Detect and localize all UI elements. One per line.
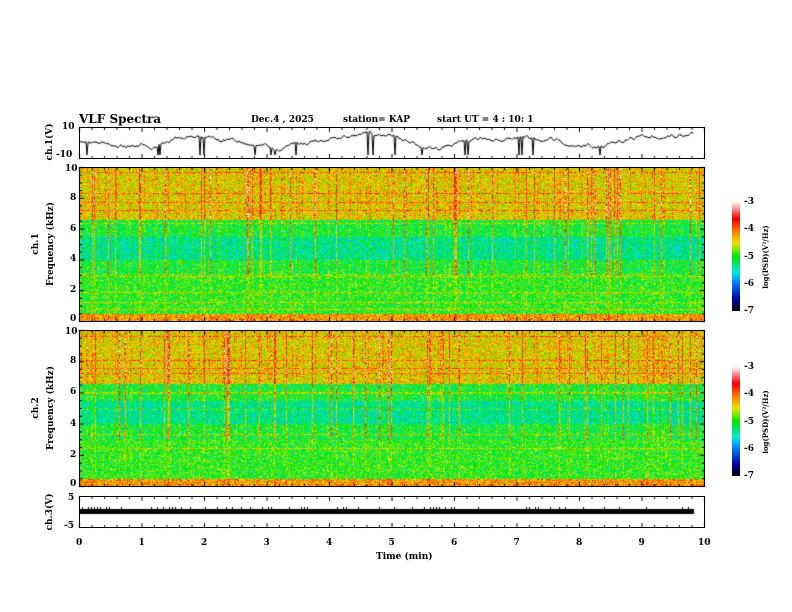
ch3-ytick-top: 5 bbox=[68, 493, 75, 503]
ch1-spectrogram-axes bbox=[79, 167, 705, 322]
ytick-label: 10 bbox=[65, 327, 78, 337]
ch2-spectrogram-axes bbox=[79, 330, 705, 487]
colorbar-tick-label: -4 bbox=[744, 224, 754, 235]
ch1-spectrogram-ch-label: ch.1 bbox=[31, 233, 41, 255]
figure-title: VLF Spectra bbox=[79, 112, 162, 126]
station-label: station= KAP bbox=[343, 115, 411, 125]
ch1-ytick-bottom: -10 bbox=[56, 150, 73, 160]
ch3-ytick-bottom: -5 bbox=[64, 521, 74, 531]
colorbar-tick-label: -3 bbox=[744, 362, 754, 372]
colorbar-tick-label: -5 bbox=[744, 416, 754, 427]
ytick-label: 8 bbox=[70, 356, 77, 367]
ch3-axes bbox=[79, 496, 705, 528]
colorbar-tick-label: -7 bbox=[744, 471, 754, 481]
xtick-label: 0 bbox=[76, 538, 83, 548]
ytick-label: 2 bbox=[70, 449, 77, 460]
ytick-label: 4 bbox=[70, 418, 77, 429]
ch2-colorbar-label: log(PSD)(V²/Hz) bbox=[761, 390, 770, 454]
xtick-label: 7 bbox=[513, 538, 520, 548]
ytick-label: 0 bbox=[70, 479, 77, 489]
ch2-colorbar bbox=[732, 367, 740, 476]
colorbar-tick-label: -3 bbox=[744, 197, 754, 207]
xtick-label: 8 bbox=[576, 538, 583, 548]
xtick-label: 1 bbox=[138, 538, 145, 548]
time-axis-label: Time (min) bbox=[376, 552, 433, 562]
ch3-ylabel: ch.3(V) bbox=[45, 493, 55, 531]
ytick-label: 4 bbox=[70, 254, 77, 265]
ch2-spectrogram-ylabel: Frequency (kHz) bbox=[46, 366, 56, 451]
ch1-axes bbox=[79, 127, 705, 159]
ytick-label: 0 bbox=[70, 314, 77, 324]
ch1-colorbar-label: log(PSD)(V²/Hz) bbox=[761, 225, 770, 289]
date-label: Dec.4 , 2025 bbox=[251, 115, 314, 125]
colorbar-tick-label: -5 bbox=[744, 251, 754, 262]
xtick-label: 3 bbox=[263, 538, 270, 548]
ch1-ylabel: ch.1(V) bbox=[45, 123, 55, 161]
ytick-label: 6 bbox=[70, 387, 77, 398]
ch1-colorbar bbox=[732, 202, 740, 311]
xtick-label: 6 bbox=[451, 538, 458, 548]
ytick-label: 2 bbox=[70, 285, 77, 296]
xtick-label: 5 bbox=[388, 538, 395, 548]
ch1-ytick-top: 10 bbox=[62, 122, 75, 132]
colorbar-tick-label: -7 bbox=[744, 306, 754, 316]
colorbar-tick-label: -6 bbox=[744, 278, 754, 289]
xtick-label: 2 bbox=[201, 538, 208, 548]
colorbar-tick-label: -4 bbox=[744, 389, 754, 400]
ch1-spectrogram-ylabel: Frequency (kHz) bbox=[46, 202, 56, 287]
xtick-label: 4 bbox=[326, 538, 333, 548]
xtick-label: 9 bbox=[638, 538, 645, 548]
colorbar-tick-label: -6 bbox=[744, 443, 754, 454]
ytick-label: 10 bbox=[65, 164, 78, 174]
ch2-spectrogram-ch-label: ch.2 bbox=[31, 397, 41, 419]
ytick-label: 8 bbox=[70, 192, 77, 203]
ytick-label: 6 bbox=[70, 223, 77, 234]
xtick-label: 10 bbox=[698, 538, 711, 548]
start-time-label: start UT = 4 : 10: 1 bbox=[437, 115, 534, 125]
